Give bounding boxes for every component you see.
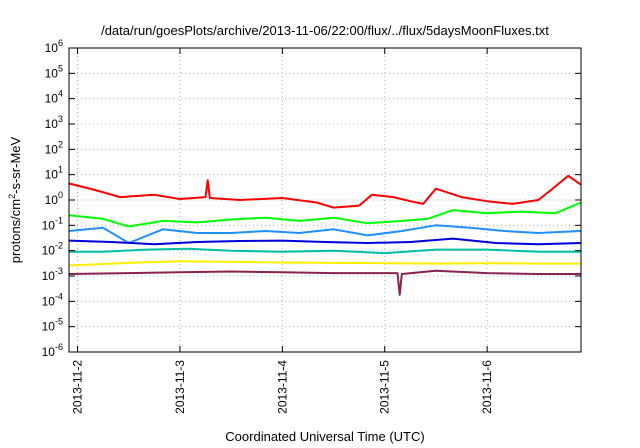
x-tick-label: 2013-11-6 <box>480 360 494 414</box>
x-tick-label: 2013-11-4 <box>275 360 289 414</box>
y-tick-label-exp: 5 <box>58 63 63 73</box>
series-line-7 <box>68 269 581 296</box>
x-axis-title: Coordinated Universal Time (UTC) <box>225 429 424 444</box>
y-tick-label-exp: -2 <box>55 241 63 251</box>
y-tick-label: 10-1 <box>42 215 63 232</box>
y-tick-label-exp: -1 <box>55 215 63 225</box>
y-tick-label: 10-3 <box>42 266 63 283</box>
y-tick-label-base: 10 <box>42 320 56 334</box>
y-tick-label-base: 10 <box>42 269 56 283</box>
y-tick-label-base: 10 <box>45 41 59 55</box>
series-line-6 <box>68 260 581 267</box>
y-tick-label: 10-2 <box>42 241 63 258</box>
x-tick-label: 2013-11-5 <box>378 360 392 414</box>
y-tick-label-base: 10 <box>42 345 56 359</box>
y-tick-label: 106 <box>45 38 63 55</box>
y-tick-label-base: 10 <box>45 92 59 106</box>
x-tick-label: 2013-11-2 <box>71 360 85 414</box>
y-tick-label: 102 <box>45 139 63 156</box>
y-tick-label-base: 10 <box>42 218 56 232</box>
y-axis: 10-610-510-410-310-210-11001011021031041… <box>42 38 581 359</box>
y-tick-label: 10-5 <box>42 317 63 334</box>
y-tick-label: 103 <box>45 114 63 131</box>
y-tick-label-exp: -6 <box>55 342 63 352</box>
grid <box>69 48 581 352</box>
y-axis-title: protons/cm2-s-sr-MeV <box>7 136 23 263</box>
y-tick-label: 101 <box>45 165 63 182</box>
series-line-5 <box>69 247 581 255</box>
chart-title: /data/run/goesPlots/archive/2013-11-06/2… <box>101 23 549 38</box>
y-tick-label-exp: -3 <box>55 266 63 276</box>
y-tick-label-exp: 4 <box>58 89 63 99</box>
y-tick-label-exp: 6 <box>58 38 63 48</box>
series-line-4 <box>68 237 582 246</box>
y-tick-label-exp: -5 <box>55 317 63 327</box>
x-tick-label: 2013-11-3 <box>173 360 187 414</box>
y-tick-label-base: 10 <box>42 244 56 258</box>
y-tick-label: 104 <box>45 89 63 106</box>
y-tick-label-exp: -4 <box>55 291 63 301</box>
y-axis-title-sup: 2 <box>7 194 17 199</box>
y-tick-label-exp: 3 <box>58 114 63 124</box>
y-tick-label: 10-4 <box>42 291 63 308</box>
y-tick-label: 105 <box>45 63 63 80</box>
y-tick-label-base: 10 <box>45 142 59 156</box>
y-axis-title-base: protons/cm <box>8 199 23 263</box>
y-tick-label-base: 10 <box>42 294 56 308</box>
series-line-2 <box>68 201 582 228</box>
y-tick-label: 10-6 <box>42 342 63 359</box>
y-tick-label-base: 10 <box>45 66 59 80</box>
series-line-1 <box>68 174 582 209</box>
y-tick-label-base: 10 <box>45 193 59 207</box>
y-tick-label-exp: 2 <box>58 139 63 149</box>
x-axis: 2013-11-2 2013-11-3 2013-11-4 2013-11-5 2013… <box>71 48 494 414</box>
series-line-3 <box>68 224 582 244</box>
y-tick-label-exp: 1 <box>58 165 63 175</box>
series-layer <box>68 174 582 296</box>
y-tick-label: 100 <box>45 190 63 207</box>
y-axis-title-rest: -s-sr-MeV <box>8 136 23 193</box>
y-tick-label-base: 10 <box>45 117 59 131</box>
y-tick-label-base: 10 <box>45 168 59 182</box>
y-tick-label-exp: 0 <box>58 190 63 200</box>
